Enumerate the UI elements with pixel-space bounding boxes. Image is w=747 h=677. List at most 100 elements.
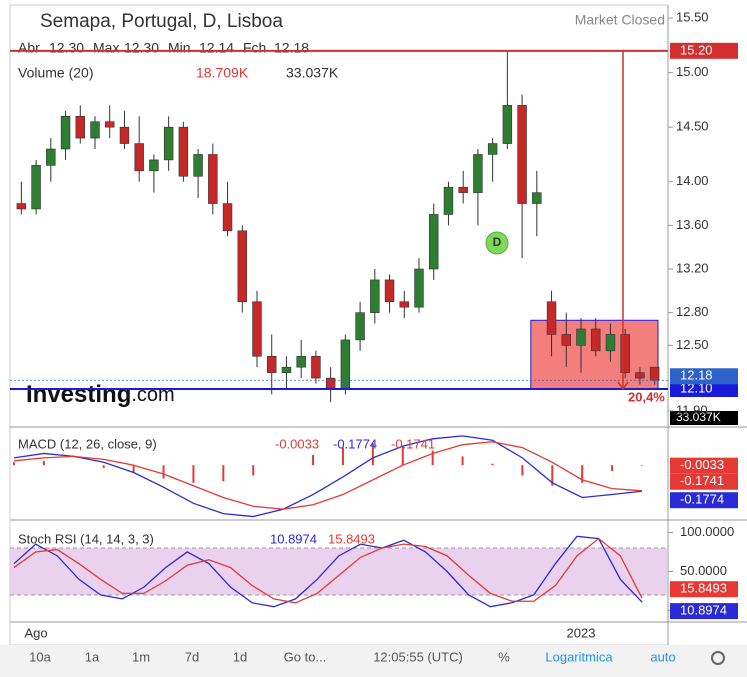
candle-body: [134, 143, 144, 172]
toolbar-button[interactable]: Go to...: [284, 649, 327, 664]
legend-label: Fch: [243, 40, 266, 56]
candle-body: [370, 279, 380, 313]
toolbar-button[interactable]: 1a: [85, 649, 100, 664]
y-tick-label: 13.20: [676, 260, 709, 275]
legend-value: -0.1774: [333, 436, 377, 451]
candle-body: [178, 126, 189, 177]
volume-value: 18.709K: [196, 65, 249, 81]
value-label: 15.8493: [680, 581, 727, 596]
toolbar-auto[interactable]: auto: [650, 649, 675, 664]
toolbar-time: 12:05:55 (UTC): [373, 649, 463, 664]
series-line: [13, 435, 643, 518]
toolbar-button[interactable]: 1m: [132, 649, 150, 664]
candle-body: [532, 192, 542, 204]
logo-main: Investing: [26, 381, 131, 408]
settings-icon[interactable]: [711, 651, 725, 665]
toolbar-percent[interactable]: %: [498, 649, 510, 664]
candle-body: [119, 126, 130, 144]
event-marker: [485, 231, 509, 255]
legend-value: 12.14: [199, 40, 234, 56]
price-label-box: [670, 42, 738, 59]
candle-body: [620, 334, 630, 373]
x-tick-label: Ago: [25, 625, 48, 640]
legend-value: 12.18: [274, 40, 309, 56]
toolbar-button[interactable]: 7d: [185, 649, 199, 664]
y-tick-label: 13.60: [676, 217, 709, 232]
candle-body: [296, 355, 306, 368]
candle-body: [46, 148, 56, 166]
y-tick-label: 11.90: [676, 402, 708, 417]
candle-body: [281, 366, 292, 373]
toolbar-log[interactable]: Logaritmica: [545, 649, 613, 664]
candle-body: [487, 143, 498, 155]
candle-body: [340, 339, 351, 390]
series-line: [13, 441, 643, 510]
legend-value: -0.0033: [275, 436, 319, 451]
x-tick-label: 2023: [567, 625, 596, 640]
candle-body: [208, 154, 218, 204]
toolbar-button[interactable]: 1d: [233, 649, 247, 664]
candle-body: [149, 159, 159, 172]
candle-body: [90, 121, 100, 139]
event-marker-label: D: [493, 235, 502, 249]
candle-body: [222, 203, 233, 232]
legend-value: 15.8493: [328, 531, 375, 546]
y-tick-label: 50.0000: [680, 563, 727, 578]
candle-body: [591, 328, 601, 352]
legend-value: 12.30: [49, 40, 84, 56]
value-label-box: [670, 492, 738, 509]
annotation: 20,4%: [628, 389, 665, 404]
candle-body: [237, 230, 247, 303]
price-label: 15.20: [680, 42, 713, 57]
candle-body: [635, 372, 645, 379]
candle-body: [458, 186, 468, 193]
candle-body: [384, 279, 395, 303]
y-tick-label: 12.80: [676, 304, 709, 319]
legend-value: -0.1741: [391, 436, 435, 451]
y-tick-label: 100.0000: [680, 524, 734, 539]
arrow-head: [617, 381, 629, 391]
value-label-box: [670, 581, 738, 598]
candle-body: [267, 355, 277, 373]
value-label-box: [670, 473, 738, 490]
price-label-box: [670, 368, 738, 385]
volume-ma: 33.037K: [286, 65, 339, 81]
candle-body: [31, 165, 41, 210]
series-line: [13, 537, 643, 604]
candle-body: [502, 105, 513, 144]
candle-body: [473, 154, 483, 193]
value-label: -0.1741: [680, 473, 724, 488]
y-tick-label: 14.00: [676, 173, 709, 188]
price-label: 12.18: [680, 368, 713, 383]
candle-body: [16, 203, 27, 210]
price-label-box: [670, 381, 738, 397]
y-tick-label: 12.50: [676, 337, 709, 352]
y-tick-label: 15.50: [676, 10, 709, 25]
candle-body: [649, 366, 660, 381]
candle-body: [546, 301, 557, 335]
candle-body: [252, 301, 262, 357]
candle-body: [193, 154, 203, 177]
candle-body: [576, 328, 586, 346]
panel-title: Stoch RSI (14, 14, 3, 3): [18, 531, 154, 546]
candle-body: [429, 214, 439, 270]
legend-value: 10.8974: [270, 531, 317, 546]
y-tick-label: 14.50: [676, 119, 709, 134]
candle-body: [355, 312, 365, 341]
volume-label: Volume (20): [18, 65, 93, 81]
legend-value: 12.30: [124, 40, 159, 56]
candle-body: [517, 105, 527, 204]
value-label-box-extra: [670, 457, 738, 474]
candle-body: [75, 115, 85, 139]
legend-label: Abr: [18, 40, 40, 56]
series-line: [13, 535, 643, 608]
candle-body: [414, 268, 424, 308]
panel-title: MACD (12, 26, close, 9): [18, 436, 157, 451]
candle-body: [325, 377, 336, 390]
candle-body: [163, 126, 174, 161]
candle-body: [605, 334, 616, 352]
candle-body: [311, 355, 321, 379]
value-label-box: [670, 603, 738, 620]
toolbar-button[interactable]: 10a: [29, 649, 51, 664]
chart-title: Semapa, Portugal, D, Lisboa: [40, 11, 283, 32]
